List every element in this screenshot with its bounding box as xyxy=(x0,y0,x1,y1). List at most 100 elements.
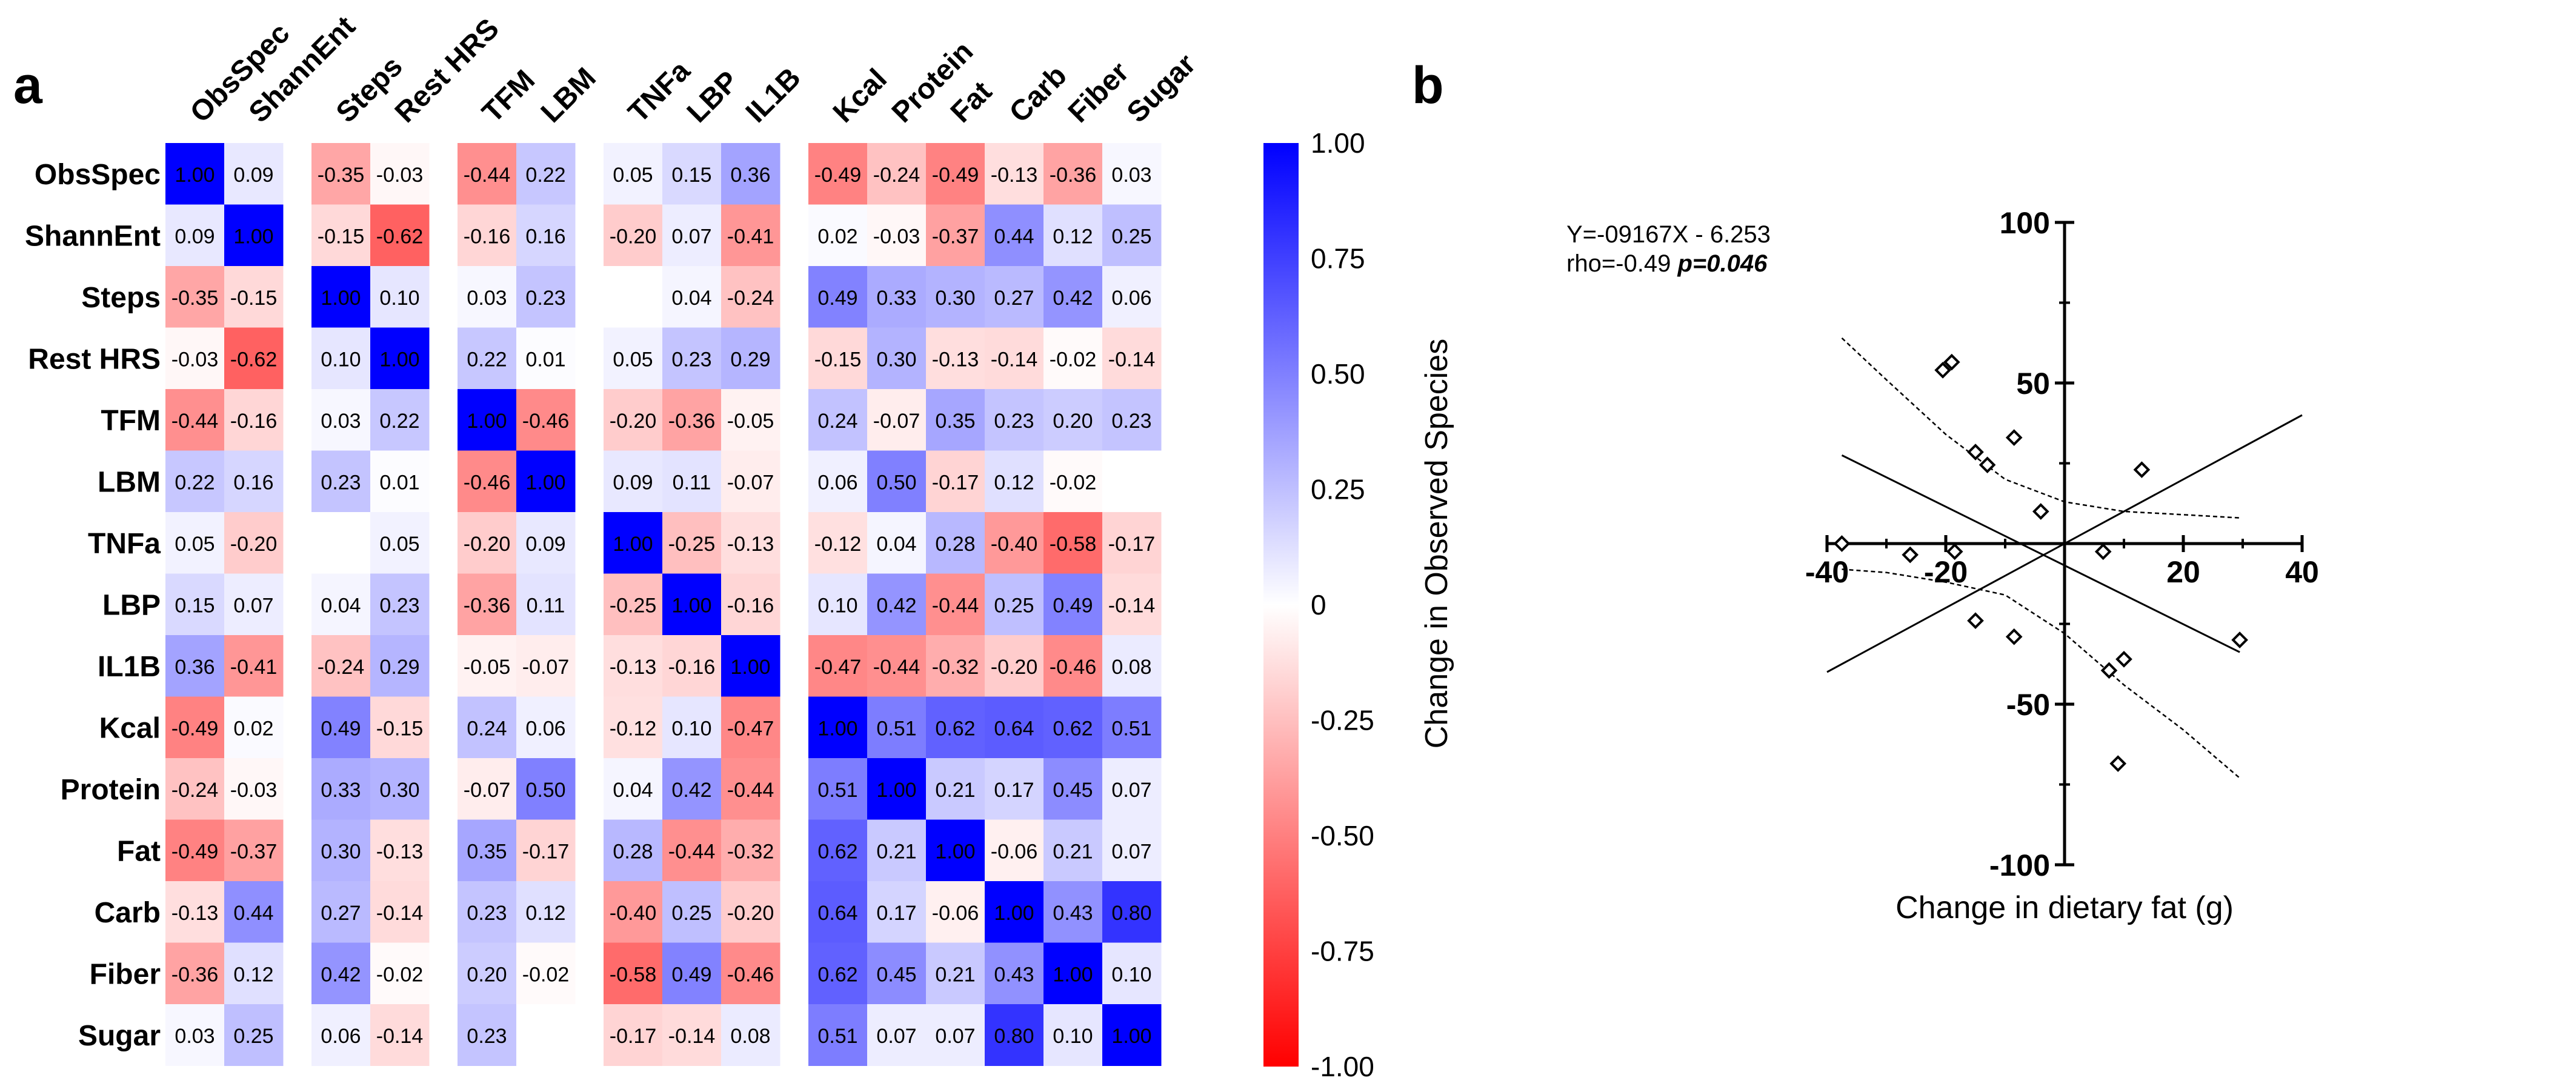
cell-value: -0.07 xyxy=(522,656,570,679)
heatmap-cell xyxy=(1102,1004,1162,1066)
cell-value: 0.20 xyxy=(1053,410,1093,433)
heatmap-cell xyxy=(867,942,927,1005)
cell-value: -0.20 xyxy=(727,902,774,925)
colorbar: 1.00 0.75 0.50 0.25 0 -0.25 -0.50 -0.75 -1.00 xyxy=(1263,127,1374,1082)
colorbar-tick-label: -0.50 xyxy=(1311,820,1374,851)
heatmap-cell xyxy=(311,758,371,820)
cell-value: 0.80 xyxy=(994,1025,1034,1048)
heatmap-cell xyxy=(721,204,780,267)
colorbar-tick-label: -0.75 xyxy=(1311,936,1374,967)
cell-value: 0.62 xyxy=(935,717,975,740)
cell-value: -0.49 xyxy=(171,717,219,740)
cell-value: 0.23 xyxy=(379,594,419,617)
cell-value: 0.10 xyxy=(817,594,857,617)
p-value: p=0.046 xyxy=(1677,250,1768,277)
cell-value: -0.15 xyxy=(318,225,365,248)
data-point xyxy=(1934,361,1951,379)
heatmap-cell xyxy=(604,635,663,697)
heatmap-cell xyxy=(370,942,430,1005)
cell-value: 0.09 xyxy=(175,225,215,248)
cell-value: 1.00 xyxy=(379,348,419,371)
heatmap-cell xyxy=(311,450,371,513)
cell-value: 0.02 xyxy=(817,225,857,248)
cell-value: -0.44 xyxy=(873,656,920,679)
heatmap-cell xyxy=(458,512,517,574)
cell-value: 0.45 xyxy=(1053,779,1093,802)
colorbar-tick-label: 0.50 xyxy=(1311,358,1365,390)
heatmap-cell xyxy=(311,942,371,1005)
cell-value: -0.05 xyxy=(464,656,511,679)
cell-value: 0.49 xyxy=(817,287,857,310)
cell-value: 0.30 xyxy=(321,840,361,863)
heatmap-cell xyxy=(370,1004,430,1066)
cell-value: -0.15 xyxy=(230,287,278,310)
cell-value: 0.51 xyxy=(1111,717,1151,740)
heatmap-cell xyxy=(165,143,225,205)
cell-value: 0.49 xyxy=(1053,594,1093,617)
cell-value: -0.12 xyxy=(814,533,862,556)
heatmap-cell xyxy=(721,389,780,451)
y-tick-label: 50 xyxy=(2016,367,2050,401)
y-axis-label: Change in Observed Species xyxy=(1419,339,1454,748)
cell-value: -0.20 xyxy=(610,410,657,433)
cell-value: 0.35 xyxy=(467,840,507,863)
heatmap-cell xyxy=(926,819,985,882)
cell-value: 1.00 xyxy=(321,287,361,310)
cell-value: -0.36 xyxy=(464,594,511,617)
cell-value: -0.14 xyxy=(1108,348,1156,371)
cell-value: 0.35 xyxy=(935,410,975,433)
cell-value: -0.20 xyxy=(464,533,511,556)
heatmap-cell xyxy=(721,512,780,574)
heatmap-cell xyxy=(165,389,225,451)
cell-value: -0.40 xyxy=(610,902,657,925)
cell-value: -0.07 xyxy=(727,471,774,494)
heatmap-cell xyxy=(867,327,927,390)
cell-value: 0.51 xyxy=(876,717,916,740)
cell-value: 0.64 xyxy=(817,902,857,925)
cell-value: -0.03 xyxy=(873,225,920,248)
heatmap-cell xyxy=(1043,635,1103,697)
cell-value: 0.23 xyxy=(321,471,361,494)
heatmap-cell xyxy=(808,143,868,205)
cell-value: -0.03 xyxy=(230,779,278,802)
heatmap-cell xyxy=(926,881,985,943)
heatmap-cell xyxy=(604,819,663,882)
heatmap-cell xyxy=(165,512,225,574)
row-header: ShannEnt xyxy=(25,220,161,252)
heatmap-cell xyxy=(662,758,722,820)
row-header: Protein xyxy=(61,774,161,806)
cell-value: -0.25 xyxy=(610,594,657,617)
colorbar-tick-label: -1.00 xyxy=(1311,1051,1374,1082)
cell-value: -0.02 xyxy=(1050,471,1097,494)
heatmap-cell xyxy=(516,512,576,574)
heatmap-cell xyxy=(604,942,663,1005)
cell-value: -0.16 xyxy=(464,225,511,248)
heatmap-cell xyxy=(721,696,780,759)
heatmap-cell xyxy=(1043,389,1103,451)
cell-value: -0.44 xyxy=(171,410,219,433)
cell-value: -0.03 xyxy=(171,348,219,371)
heatmap-cell xyxy=(165,1004,225,1066)
heatmap-cell xyxy=(985,635,1044,697)
heatmap-cell xyxy=(867,389,927,451)
heatmap-cell xyxy=(516,327,576,390)
heatmap-cell xyxy=(224,204,284,267)
heatmap-cell xyxy=(458,758,517,820)
cell-value: 0.08 xyxy=(1111,656,1151,679)
reference-line xyxy=(1826,414,2303,673)
cell-value: 0.05 xyxy=(175,533,215,556)
cell-value: 1.00 xyxy=(994,902,1034,925)
cell-value: 0.43 xyxy=(1053,902,1093,925)
heatmap-cell xyxy=(224,143,284,205)
heatmap-cell xyxy=(867,758,927,820)
data-point xyxy=(1967,444,1984,461)
data-point xyxy=(1946,543,1963,561)
heatmap-cell xyxy=(926,696,985,759)
y-tick-label: -100 xyxy=(1989,848,2050,882)
cell-value: 0.23 xyxy=(467,902,507,925)
cell-value: 1.00 xyxy=(1111,1025,1151,1048)
cell-value: 0.22 xyxy=(379,410,419,433)
cell-value: -0.37 xyxy=(230,840,278,863)
cell-value: 0.33 xyxy=(876,287,916,310)
heatmap-cell xyxy=(867,819,927,882)
